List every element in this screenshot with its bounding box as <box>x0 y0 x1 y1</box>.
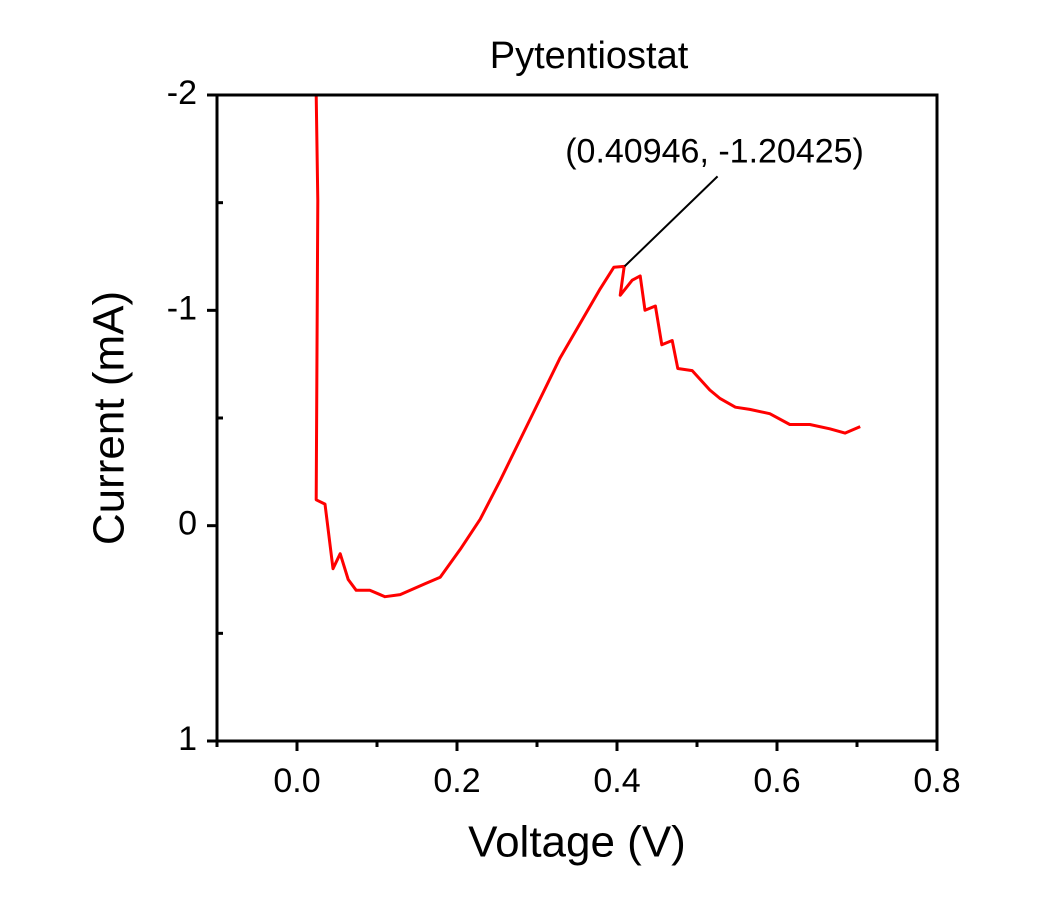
x-tick-label: 0.0 <box>273 762 320 800</box>
plot-frame <box>215 93 939 743</box>
annotation-text: (0.40946, -1.20425) <box>565 132 864 170</box>
x-tick-label: 0.2 <box>433 762 480 800</box>
chart-title: Pytentiostat <box>490 35 689 77</box>
x-tick-label: 0.6 <box>753 762 800 800</box>
y-tick-label: -2 <box>167 74 197 112</box>
y-tick-label: 0 <box>178 505 197 543</box>
x-axis-label: Voltage (V) <box>468 818 686 867</box>
x-tick-label: 0.8 <box>913 762 960 800</box>
y-axis-label: Current (mA) <box>85 291 134 545</box>
y-tick-label: 1 <box>178 720 197 758</box>
x-tick-label: 0.4 <box>593 762 640 800</box>
data-line <box>314 94 861 599</box>
y-tick-label: -1 <box>167 289 197 327</box>
annotation-leader <box>623 175 719 268</box>
